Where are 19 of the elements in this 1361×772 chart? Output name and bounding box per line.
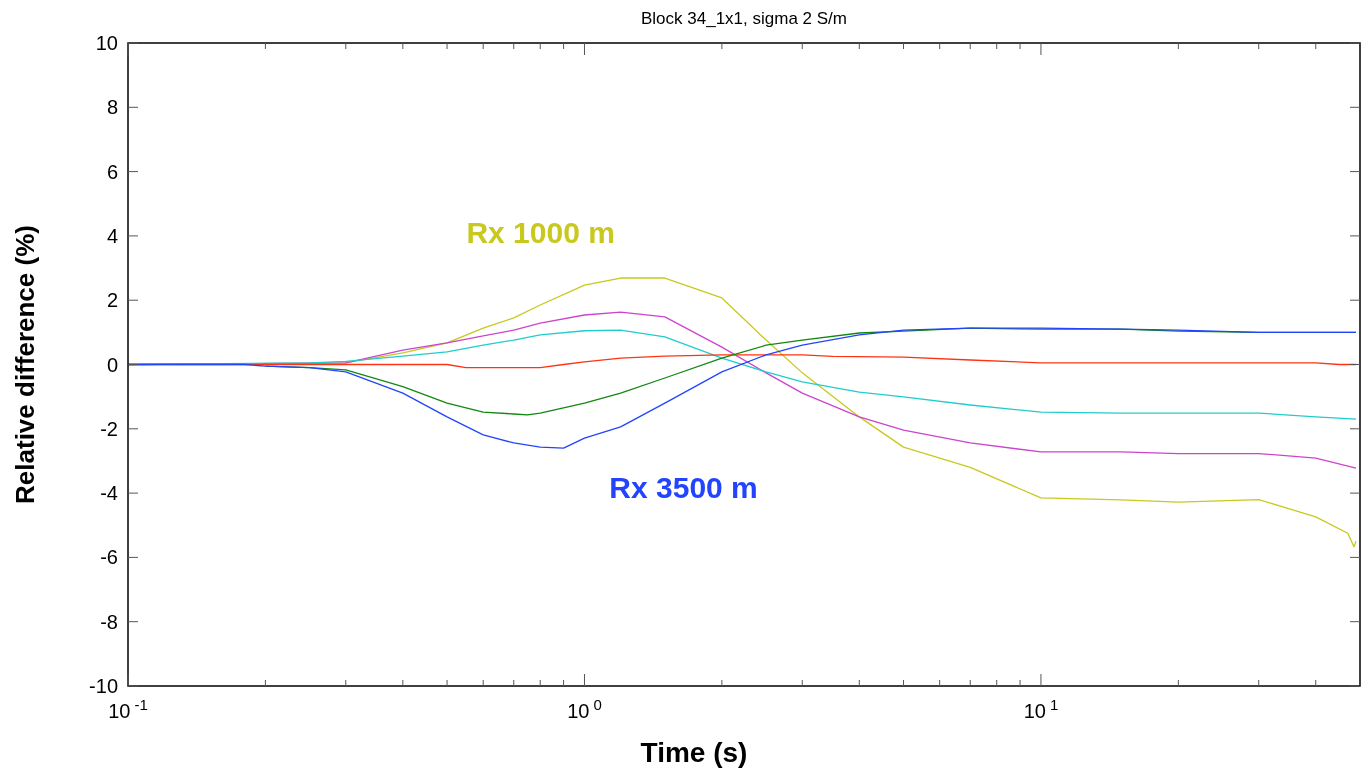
y-tick-label: 10 <box>95 32 118 54</box>
y-tick-label: -10 <box>89 675 118 697</box>
series-label: Rx 3500 m <box>609 471 758 505</box>
y-axis-title: Relative difference (%) <box>10 225 40 504</box>
y-tick-label: -8 <box>100 610 118 633</box>
x-tick-label: 10$^{0}$ <box>567 695 602 722</box>
y-tick-label: -4 <box>100 482 118 505</box>
y-tick-label: 6 <box>106 160 118 183</box>
y-tick-label: 8 <box>106 96 118 119</box>
y-tick-label: 0 <box>106 353 118 376</box>
chart-title: Block 34_1x1, sigma 2 S/m <box>641 9 847 28</box>
x-tick-label: 10$^{-1}$ <box>108 695 148 722</box>
y-tick-label: -6 <box>100 546 118 569</box>
x-tick-label: 10$^{1}$ <box>1023 695 1059 722</box>
y-tick-label: 2 <box>106 289 118 312</box>
y-tick-label: 4 <box>106 224 118 247</box>
y-tick-label: -2 <box>100 417 118 440</box>
series-label: Rx 1000 m <box>466 216 615 250</box>
x-axis-title: Time (s) <box>640 737 748 768</box>
